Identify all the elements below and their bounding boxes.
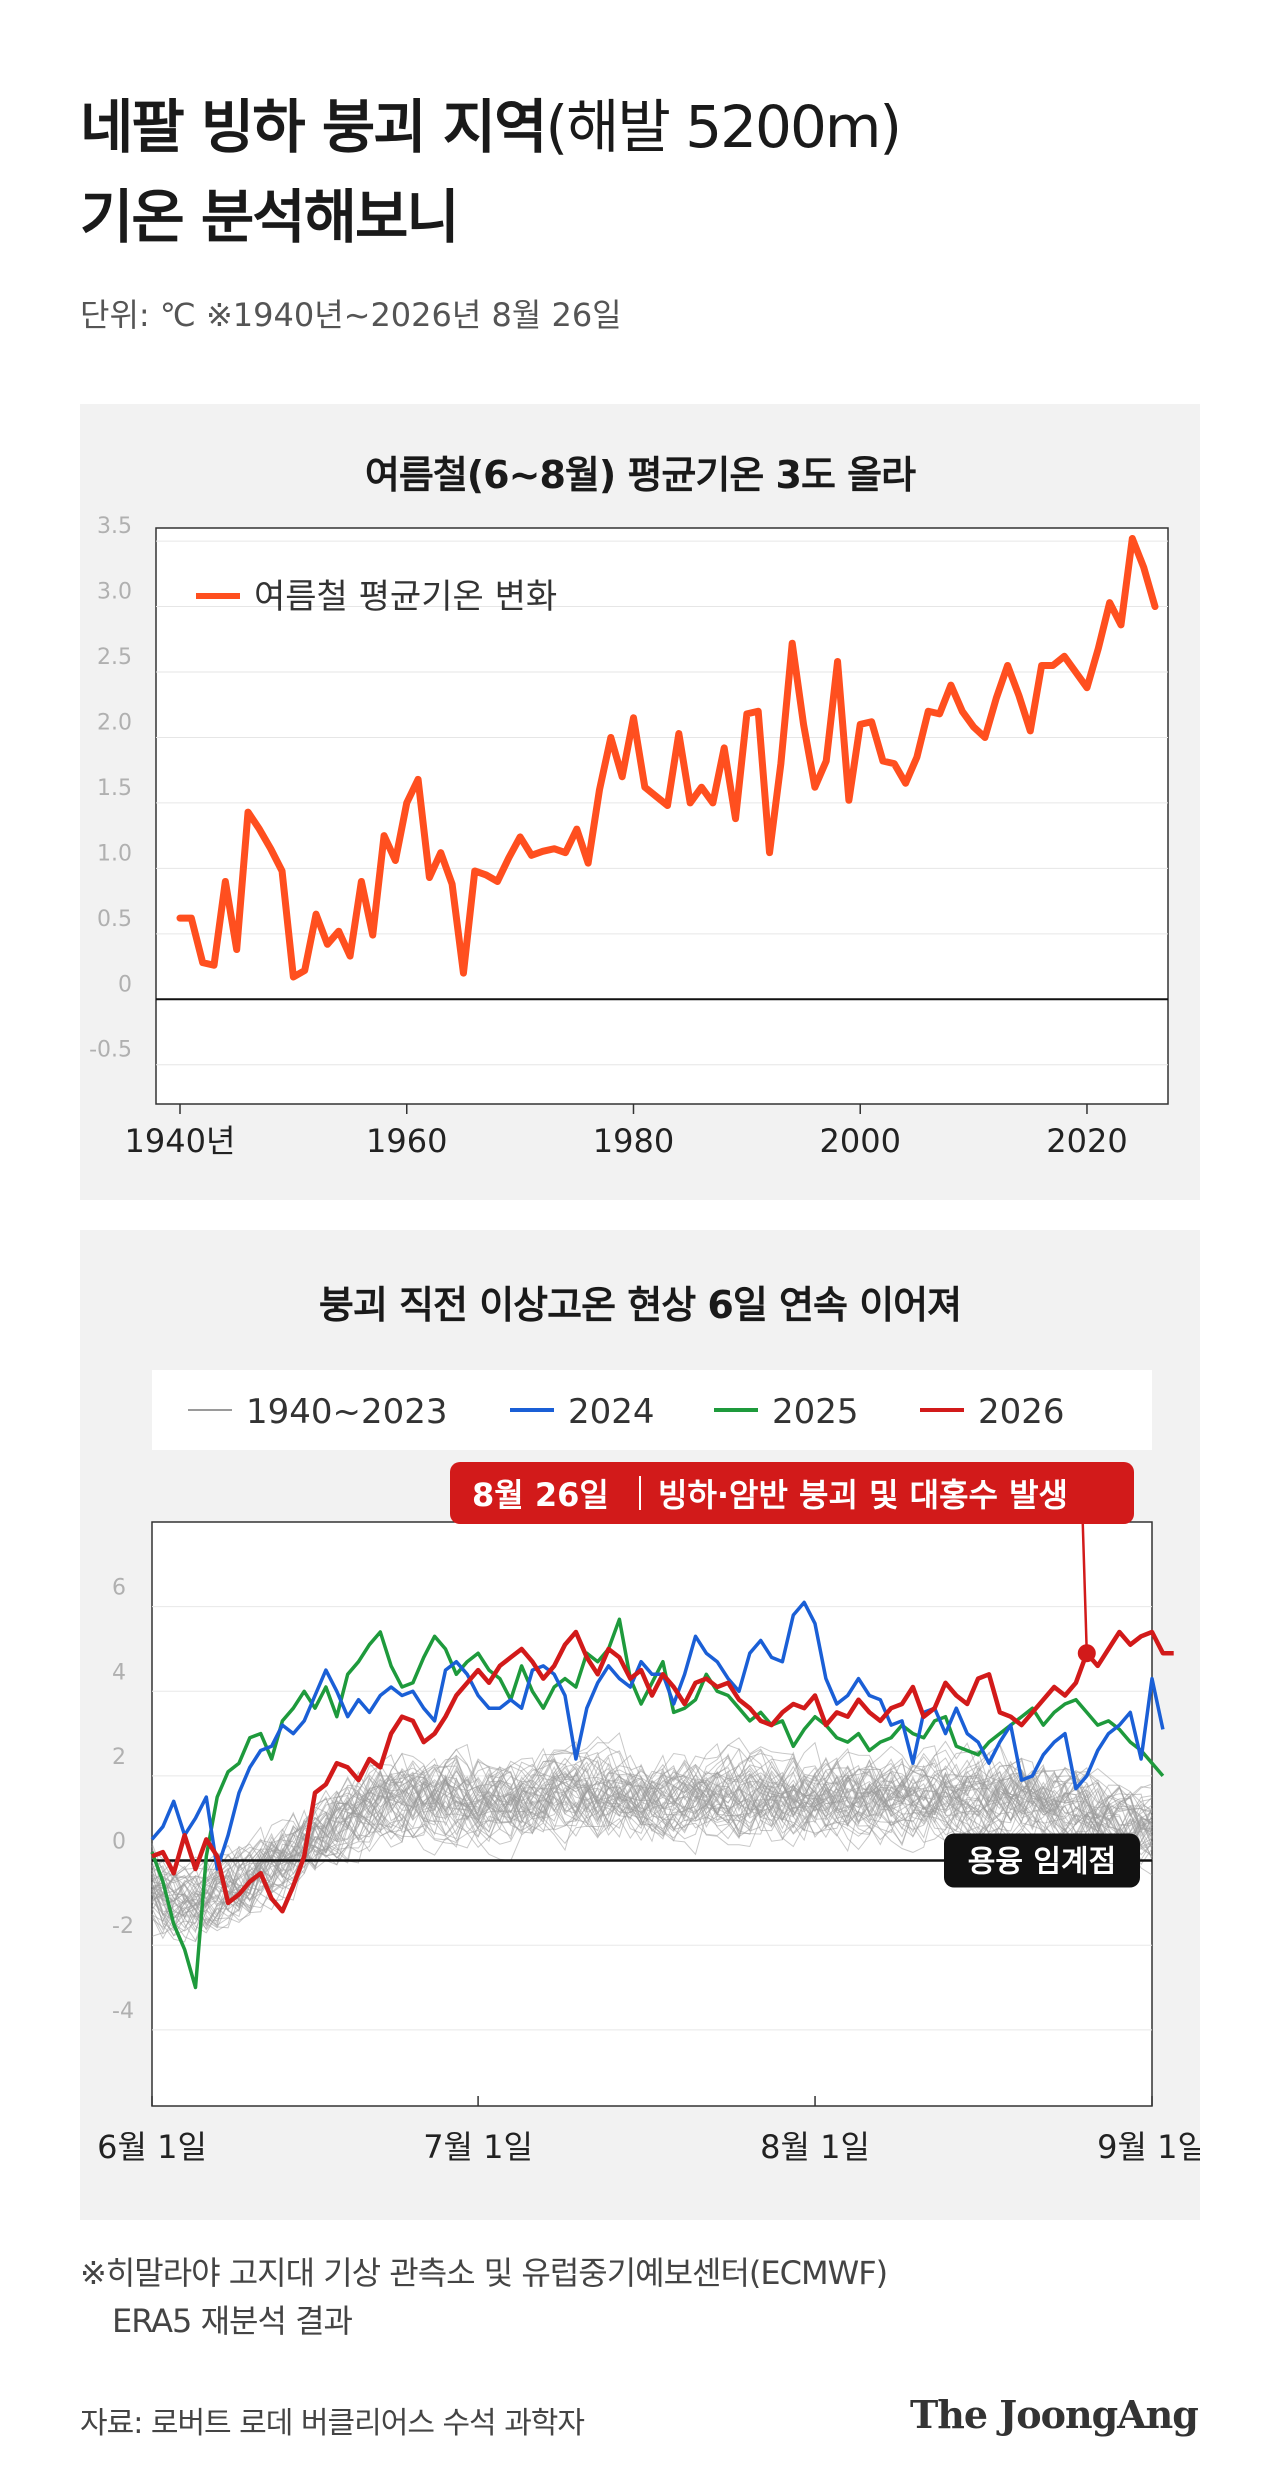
chart1-y-tick-label: 0.5 xyxy=(97,907,132,932)
chart2-title: 붕괴 직전 이상고온 현상 6일 연속 이어져 xyxy=(318,1283,962,1327)
legend-label-2025: 2025 xyxy=(772,1392,859,1432)
chart1-y-tick-label: 0 xyxy=(118,972,132,997)
threshold-label-box xyxy=(944,1833,1140,1888)
threshold-label: 용융 임계점 xyxy=(944,1833,1140,1888)
chart1-y-tick-label: -0.5 xyxy=(89,1038,132,1063)
chart1-x-tick-label: 1960 xyxy=(366,1122,447,1160)
chart1-y-tick-label: 1.5 xyxy=(97,776,132,801)
daily-temperature-chart: 1940~2023 2024 2025 2026 -4 -2 0 2 4 6 8월 26일… xyxy=(97,1370,1200,2166)
chart2-y-tick-label: 2 xyxy=(112,1745,126,1770)
data-source-note: ※히말라야 고지대 기상 관측소 및 유럽중기예보센터(ECMWF) xyxy=(80,2254,888,2292)
legend-label-history: 1940~2023 xyxy=(246,1392,448,1432)
series-line-2024 xyxy=(150,1600,1165,1871)
brand-logo: The JoongAng xyxy=(910,2392,1199,2437)
event-label-box xyxy=(450,1462,1134,1524)
history-line xyxy=(151,1749,1153,1913)
chart1-x-tick-label: 2000 xyxy=(820,1122,901,1160)
chart2-legend-box xyxy=(152,1370,1152,1450)
source-credit: 자료: 로버트 로데 버클리어스 수석 과학자 xyxy=(80,2406,585,2441)
event-label-text: 빙하·암반 붕괴 및 대홍수 발생 xyxy=(658,1476,1068,1514)
chart2-y-tick-label: 6 xyxy=(112,1576,126,1601)
chart1-plot-area xyxy=(155,527,1169,1105)
chart2-x-tick-label: 7월 1일 xyxy=(423,2128,533,2166)
chart1-x-tick-label: 1980 xyxy=(593,1122,674,1160)
collapse-event-leader xyxy=(1081,1523,1089,1654)
daily-temperature-panel: 붕괴 직전 이상고온 현상 6일 연속 이어져 1940~2023 2024 2… xyxy=(80,1230,1200,2220)
chart2-y-tick-label: -4 xyxy=(112,1999,134,2024)
chart1-title: 여름철(6~8월) 평균기온 3도 올라 xyxy=(364,453,916,497)
chart2-x-tick-label: 9월 1일 xyxy=(1097,2128,1200,2166)
chart1-y-tick-label: 2.0 xyxy=(97,710,132,735)
chart1-y-tick-label: 3.5 xyxy=(97,514,132,539)
collapse-event-label: 8월 26일 빙하·암반 붕괴 및 대홍수 발생 xyxy=(450,1462,1134,1524)
event-label-date: 8월 26일 xyxy=(472,1476,609,1514)
summer-average-panel: 여름철(6~8월) 평균기온 3도 올라 -0.5 0 0.5 1.0 1.5 2.0 2.… xyxy=(80,404,1200,1200)
chart2-y-tick-label: 4 xyxy=(112,1660,126,1685)
legend-label-2026: 2026 xyxy=(978,1392,1065,1432)
history-line xyxy=(151,1766,1153,1925)
series-line-2026 xyxy=(151,1629,1174,1914)
chart1-x-tick-label: 1940년 xyxy=(125,1122,236,1160)
data-source-note-line2: ERA5 재분석 결과 xyxy=(112,2302,353,2340)
history-line xyxy=(151,1756,1153,1929)
history-line xyxy=(151,1741,1153,1937)
unit-note: 단위: ℃ ※1940년~2026년 8월 26일 xyxy=(80,296,622,334)
legend-label-2024: 2024 xyxy=(568,1392,655,1432)
chart2-legend: 1940~2023 2024 2025 2026 xyxy=(188,1392,1065,1432)
threshold-label-text: 용융 임계점 xyxy=(968,1845,1116,1880)
chart1-y-tick-label: 1.0 xyxy=(97,841,132,866)
page-title-line1: 네팔 빙하 붕괴 지역(해발 5200m) xyxy=(80,80,902,164)
history-line xyxy=(151,1732,1153,1914)
chart1-y-tick-label: 2.5 xyxy=(97,645,132,670)
history-line xyxy=(151,1759,1153,1930)
title-light: (해발 5200m) xyxy=(545,93,902,161)
history-line xyxy=(151,1750,1153,1901)
chart2-y-tick-label: 0 xyxy=(112,1830,126,1855)
series-line-summer-average xyxy=(176,534,1159,981)
history-line xyxy=(151,1760,1153,1910)
chart1-y-tick-label: 3.0 xyxy=(97,580,132,605)
history-line xyxy=(151,1756,1153,1922)
history-line xyxy=(151,1752,1153,1924)
chart2-x-tick-label: 6월 1일 xyxy=(97,2128,207,2166)
chart2-x-tick-label: 8월 1일 xyxy=(760,2128,870,2166)
chart1-x-tick-label: 2020 xyxy=(1046,1122,1127,1160)
summer-average-chart: -0.5 0 0.5 1.0 1.5 2.0 2.5 3.0 3.5 1940년 1960 1980… xyxy=(89,514,1169,1160)
chart2-y-tick-label: -2 xyxy=(112,1914,134,1939)
legend-label-summer-average: 여름철 평균기온 변화 xyxy=(254,577,557,617)
series-line-2025 xyxy=(150,1617,1165,1990)
title-bold: 네팔 빙하 붕괴 지역 xyxy=(80,93,547,161)
history-line xyxy=(151,1757,1153,1915)
collapse-event-marker xyxy=(1077,1644,1096,1663)
history-line xyxy=(151,1754,1152,1922)
chart1-legend: 여름철 평균기온 변화 xyxy=(196,577,557,617)
page-title-line2: 기온 분석해보니 xyxy=(80,183,460,251)
